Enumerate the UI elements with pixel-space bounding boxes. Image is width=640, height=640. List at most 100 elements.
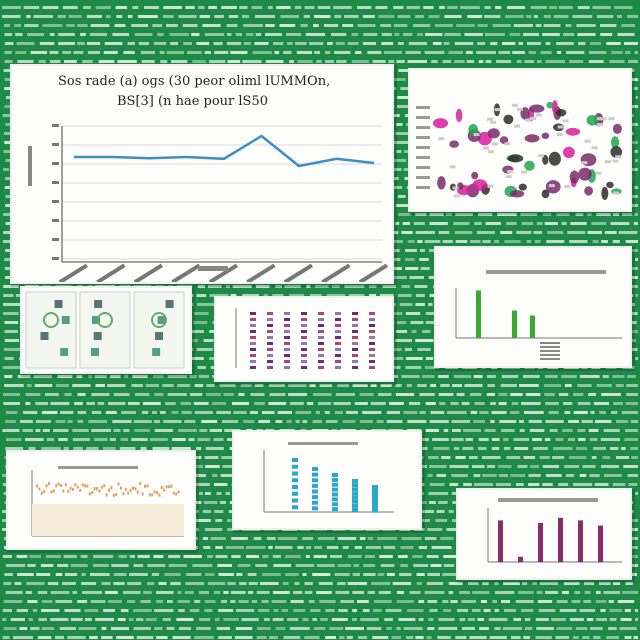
texture-mark — [205, 492, 211, 495]
texture-mark — [312, 393, 332, 396]
texture-mark — [402, 33, 413, 36]
texture-mark — [193, 474, 207, 477]
texture-mark — [17, 60, 34, 63]
texture-mark — [568, 456, 587, 459]
texture-mark — [315, 411, 320, 414]
texture-mark — [563, 366, 580, 369]
texture-mark — [532, 582, 537, 585]
column-stripe — [301, 324, 307, 327]
scatter-point — [84, 484, 86, 488]
heatmap-cell — [612, 123, 622, 134]
texture-mark — [345, 411, 358, 414]
column-stripe — [335, 354, 341, 357]
texture-mark — [246, 429, 253, 432]
texture-mark — [153, 420, 161, 423]
texture-mark — [478, 438, 489, 441]
texture-mark — [511, 402, 519, 405]
texture-mark — [227, 60, 241, 63]
texture-mark — [556, 600, 568, 603]
x-tick-label-mark — [358, 263, 388, 282]
texture-mark — [453, 447, 460, 450]
heatmap-cell — [473, 133, 480, 137]
texture-mark — [591, 456, 597, 459]
sub-panel-glyph — [91, 348, 100, 356]
column-stripe — [369, 318, 375, 321]
texture-mark — [337, 564, 352, 567]
texture-mark — [409, 276, 424, 279]
texture-mark — [347, 582, 368, 585]
texture-mark — [443, 564, 455, 567]
texture-mark — [516, 60, 522, 63]
heatmap-cell — [437, 176, 446, 190]
texture-mark — [593, 447, 606, 450]
texture-mark — [465, 51, 473, 54]
texture-mark — [372, 636, 389, 639]
texture-mark — [3, 402, 20, 405]
texture-mark — [495, 591, 515, 594]
texture-mark — [109, 438, 116, 441]
texture-mark — [35, 402, 49, 405]
texture-mark — [397, 105, 417, 108]
texture-mark — [418, 600, 425, 603]
texture-mark — [410, 321, 424, 324]
texture-mark — [176, 618, 194, 621]
texture-mark — [556, 51, 562, 54]
texture-mark — [436, 510, 445, 513]
texture-mark — [209, 294, 229, 297]
texture-mark — [77, 24, 88, 27]
column-stripe — [301, 330, 307, 333]
texture-mark — [86, 42, 101, 45]
texture-mark — [2, 114, 11, 117]
row-label-mark — [416, 136, 430, 139]
texture-mark — [584, 591, 591, 594]
texture-mark — [395, 384, 402, 387]
texture-mark — [579, 609, 596, 612]
bar-segment — [312, 495, 318, 500]
texture-mark — [371, 429, 387, 432]
texture-mark — [289, 60, 294, 63]
texture-mark — [289, 627, 310, 630]
column-stripe — [369, 360, 375, 363]
texture-mark — [177, 600, 191, 603]
texture-mark — [3, 600, 23, 603]
texture-mark — [319, 384, 333, 387]
texture-mark — [304, 582, 313, 585]
texture-mark — [625, 240, 638, 243]
texture-mark — [461, 627, 475, 630]
texture-mark — [42, 24, 63, 27]
texture-mark — [629, 69, 635, 72]
texture-mark — [367, 537, 374, 540]
texture-mark — [357, 600, 369, 603]
texture-mark — [193, 402, 209, 405]
texture-mark — [372, 609, 382, 612]
texture-mark — [186, 330, 204, 333]
texture-mark — [257, 627, 271, 630]
column-stripe — [250, 360, 256, 363]
texture-mark — [422, 375, 435, 378]
texture-mark — [325, 636, 337, 639]
texture-mark — [272, 294, 284, 297]
texture-mark — [344, 285, 365, 288]
texture-mark — [404, 348, 412, 351]
texture-mark — [447, 411, 467, 414]
texture-mark — [533, 231, 543, 234]
texture-mark — [5, 249, 13, 252]
texture-mark — [110, 375, 121, 378]
texture-mark — [97, 402, 105, 405]
texture-mark — [226, 24, 238, 27]
texture-mark — [120, 438, 129, 441]
texture-mark — [503, 447, 511, 450]
texture-mark — [577, 429, 586, 432]
column-stripe — [284, 318, 290, 321]
row-label-mark — [416, 106, 430, 109]
texture-mark — [202, 24, 221, 27]
texture-mark — [474, 402, 485, 405]
texture-mark — [295, 411, 312, 414]
texture-mark — [238, 600, 249, 603]
texture-mark — [521, 402, 541, 405]
texture-mark — [476, 231, 495, 234]
texture-mark — [196, 42, 210, 45]
texture-mark — [223, 591, 229, 594]
texture-mark — [4, 339, 19, 342]
striped-columns-panel — [216, 298, 392, 380]
